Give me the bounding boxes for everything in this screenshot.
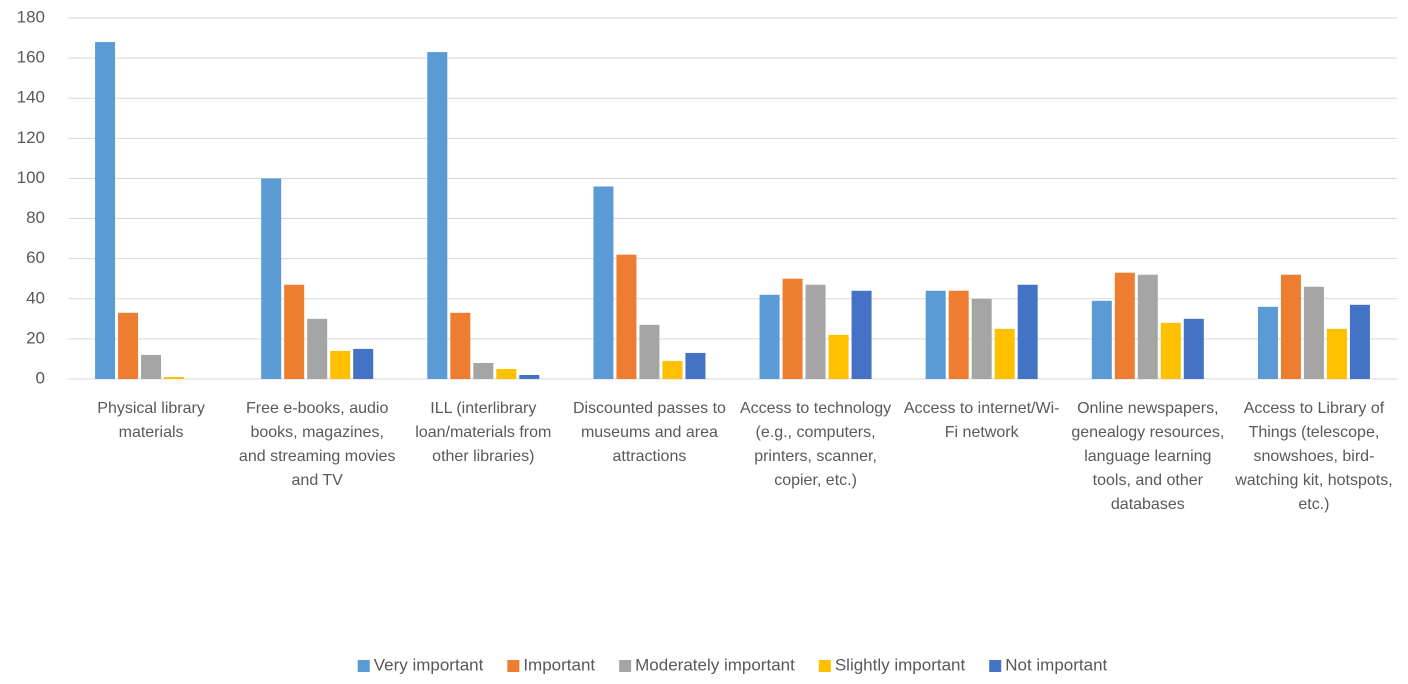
x-tick-label: Discounted passes to museums and area at… xyxy=(572,400,726,465)
bar xyxy=(1257,306,1278,379)
bar xyxy=(519,374,540,379)
x-tick-label: Free e-books, audio books, magazines, an… xyxy=(238,400,396,489)
legend-label: Important xyxy=(523,655,595,674)
bar xyxy=(759,294,780,379)
bar xyxy=(1091,300,1112,379)
x-tick-label: Access to internet/Wi-Fi network xyxy=(903,400,1060,441)
y-tick-label: 20 xyxy=(26,328,45,347)
bar xyxy=(1160,322,1181,379)
x-tick-label: Access to technology (e.g., computers, p… xyxy=(739,400,892,489)
bar xyxy=(925,290,946,379)
x-tick-label: Physical library materials xyxy=(97,400,205,441)
bar xyxy=(1303,286,1324,379)
bar xyxy=(593,186,614,379)
bar xyxy=(284,284,305,379)
legend-swatch xyxy=(507,660,520,672)
bar xyxy=(261,178,282,379)
legend-label: Very important xyxy=(374,655,484,674)
y-tick-label: 60 xyxy=(26,248,45,267)
bar xyxy=(141,354,162,379)
legend-label: Slightly important xyxy=(835,655,966,674)
bar xyxy=(616,254,637,379)
y-tick-label: 160 xyxy=(17,48,45,67)
bar xyxy=(662,360,683,379)
bar xyxy=(95,42,116,380)
bar xyxy=(1326,328,1347,379)
x-tick-label: Access to Library of Things (telescope, … xyxy=(1235,400,1393,513)
x-tick-label: ILL (interlibrary loan/materials from ot… xyxy=(415,400,552,465)
bar xyxy=(782,278,803,379)
legend-label: Moderately important xyxy=(635,655,795,674)
bar xyxy=(1349,304,1370,379)
bar xyxy=(1280,274,1301,379)
bar xyxy=(164,376,185,379)
legend-swatch xyxy=(357,660,370,672)
y-tick-label: 140 xyxy=(17,88,45,107)
bar xyxy=(948,290,969,379)
bar xyxy=(1137,274,1158,379)
bar xyxy=(1183,318,1204,379)
bar xyxy=(1017,284,1038,379)
bar xyxy=(828,334,849,379)
bar xyxy=(307,318,328,379)
bar xyxy=(496,368,517,379)
bar xyxy=(330,350,351,379)
y-tick-label: 100 xyxy=(17,168,45,187)
bar xyxy=(427,52,448,379)
y-tick-label: 80 xyxy=(26,208,45,227)
bar xyxy=(473,362,494,379)
bar xyxy=(685,352,706,379)
legend-swatch xyxy=(619,660,632,672)
legend-swatch xyxy=(989,660,1002,672)
bar xyxy=(971,298,992,379)
bar xyxy=(805,284,826,379)
y-tick-label: 180 xyxy=(17,7,45,26)
bar xyxy=(1114,272,1135,379)
bar xyxy=(353,348,374,379)
x-tick-label: Online newspapers, genealogy resources, … xyxy=(1071,400,1225,513)
bar xyxy=(639,324,660,379)
y-tick-label: 40 xyxy=(26,288,45,307)
y-tick-label: 120 xyxy=(17,128,45,147)
legend-label: Not important xyxy=(1005,655,1107,674)
bar xyxy=(450,312,471,379)
legend-swatch xyxy=(818,660,831,672)
bar xyxy=(851,290,872,379)
bar xyxy=(118,312,139,379)
bar xyxy=(994,328,1015,379)
y-tick-label: 0 xyxy=(36,368,45,387)
